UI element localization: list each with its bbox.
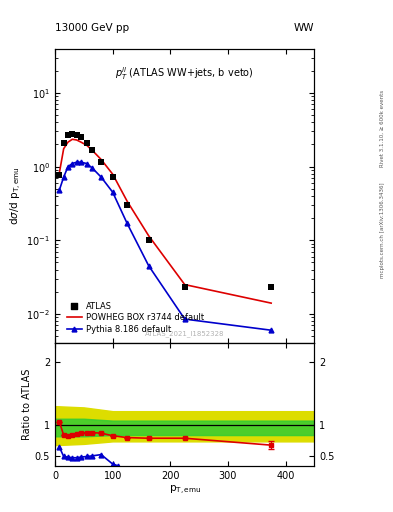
Text: WW: WW [294, 23, 314, 33]
Point [145, 236, 152, 244]
Point [56, 170, 62, 179]
Point [182, 283, 188, 291]
Text: $p_T^{ll}$ (ATLAS WW+jets, b veto): $p_T^{ll}$ (ATLAS WW+jets, b veto) [115, 65, 254, 81]
Point [73, 132, 80, 140]
Y-axis label: d$\sigma$/d p$_{\mathsf{T,emu}}$: d$\sigma$/d p$_{\mathsf{T,emu}}$ [8, 166, 24, 225]
Point [65, 131, 71, 139]
Point [110, 173, 116, 181]
Text: mcplots.cern.ch [arXiv:1306.3436]: mcplots.cern.ch [arXiv:1306.3436] [380, 183, 385, 278]
X-axis label: p$_{\mathsf{T,emu}}$: p$_{\mathsf{T,emu}}$ [169, 483, 201, 497]
Point [78, 133, 84, 141]
Text: Rivet 3.1.10, ≥ 600k events: Rivet 3.1.10, ≥ 600k events [380, 90, 385, 166]
Point [124, 201, 130, 209]
Point [89, 145, 95, 154]
Text: 13000 GeV pp: 13000 GeV pp [55, 23, 129, 33]
Text: ATLAS_2021_I1852328: ATLAS_2021_I1852328 [145, 331, 224, 337]
Point [84, 139, 90, 147]
Legend: ATLAS, POWHEG BOX r3744 default, Pythia 8.186 default: ATLAS, POWHEG BOX r3744 default, Pythia … [64, 299, 207, 336]
Point [268, 283, 274, 291]
Point [98, 158, 104, 166]
Point [69, 130, 75, 138]
Point [61, 139, 67, 147]
Y-axis label: Ratio to ATLAS: Ratio to ATLAS [22, 369, 32, 440]
